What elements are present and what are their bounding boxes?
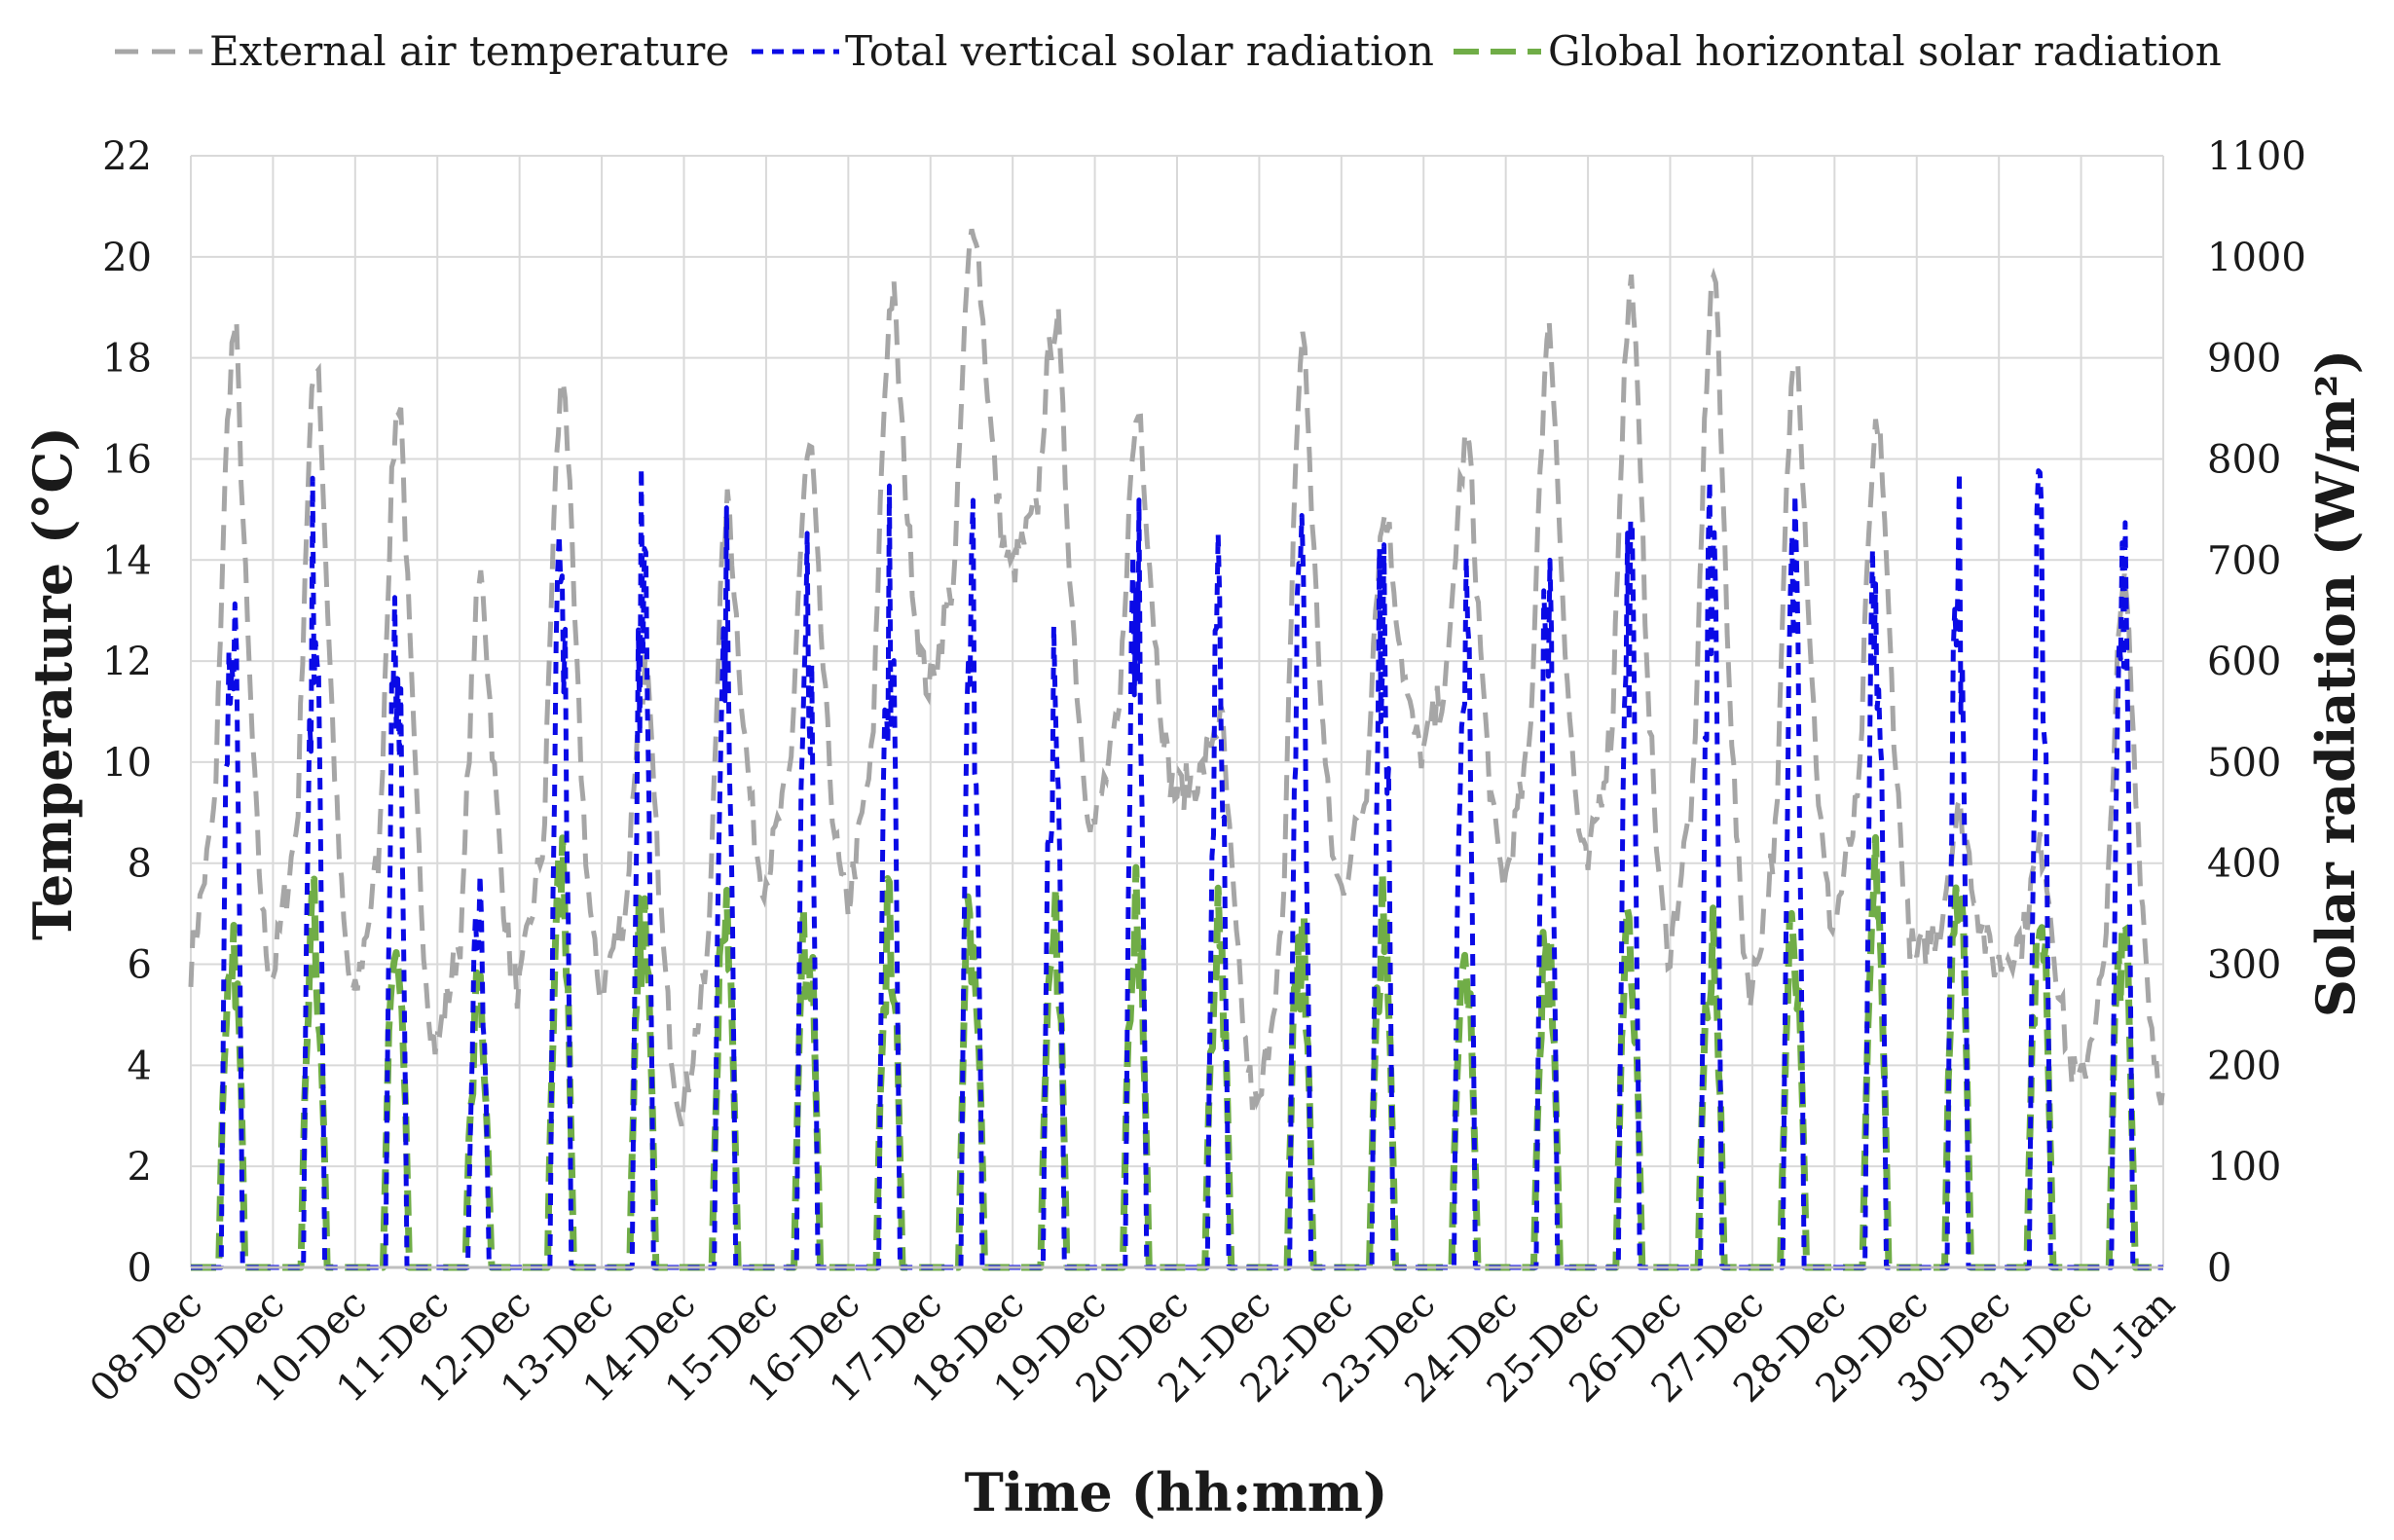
y-tick-right: 100 bbox=[2207, 1145, 2281, 1190]
y-tick-left: 14 bbox=[102, 538, 152, 583]
y-tick-left: 18 bbox=[102, 337, 152, 382]
y-tick-left: 8 bbox=[128, 842, 152, 887]
y-tick-left: 20 bbox=[102, 236, 152, 280]
legend-label-global-horizontal-solar-radiation: Global horizontal solar radiation bbox=[1548, 27, 2222, 75]
gridlines bbox=[190, 155, 2164, 1267]
y-tick-right: 400 bbox=[2207, 842, 2281, 887]
y-tick-left: 0 bbox=[128, 1246, 152, 1291]
y-tick-right: 1100 bbox=[2207, 134, 2306, 179]
x-axis-title: Time (hh:mm) bbox=[965, 1461, 1388, 1523]
y-tick-right: 500 bbox=[2207, 741, 2281, 786]
y-tick-left: 2 bbox=[128, 1145, 152, 1190]
y-tick-right: 800 bbox=[2207, 437, 2281, 482]
y-tick-left: 22 bbox=[102, 134, 152, 179]
y-axis-title-right: Solar radiation (W/m²) bbox=[2304, 349, 2367, 1017]
y-tick-left: 6 bbox=[128, 943, 152, 988]
legend-label-external-air-temperature: External air temperature bbox=[209, 27, 729, 75]
y-tick-right: 200 bbox=[2207, 1044, 2281, 1088]
y-tick-left: 10 bbox=[102, 741, 152, 786]
y-tick-right: 600 bbox=[2207, 640, 2281, 684]
y-tick-right: 900 bbox=[2207, 337, 2281, 382]
y-tick-right: 700 bbox=[2207, 538, 2281, 583]
y-tick-left: 16 bbox=[102, 437, 152, 482]
legend-label-total-vertical-solar-radiation: Total vertical solar radiation bbox=[845, 27, 1434, 75]
y-tick-right: 300 bbox=[2207, 943, 2281, 988]
y-tick-left: 12 bbox=[102, 640, 152, 684]
y-tick-right: 1000 bbox=[2207, 236, 2306, 280]
y-tick-right: 0 bbox=[2207, 1246, 2231, 1291]
y-tick-left: 4 bbox=[128, 1044, 152, 1088]
legend: External air temperature Total vertical … bbox=[115, 27, 2222, 75]
y-axis-title-left: Temperature (°C) bbox=[21, 426, 84, 940]
series-line-external-air-temperature bbox=[188, 228, 2166, 1127]
